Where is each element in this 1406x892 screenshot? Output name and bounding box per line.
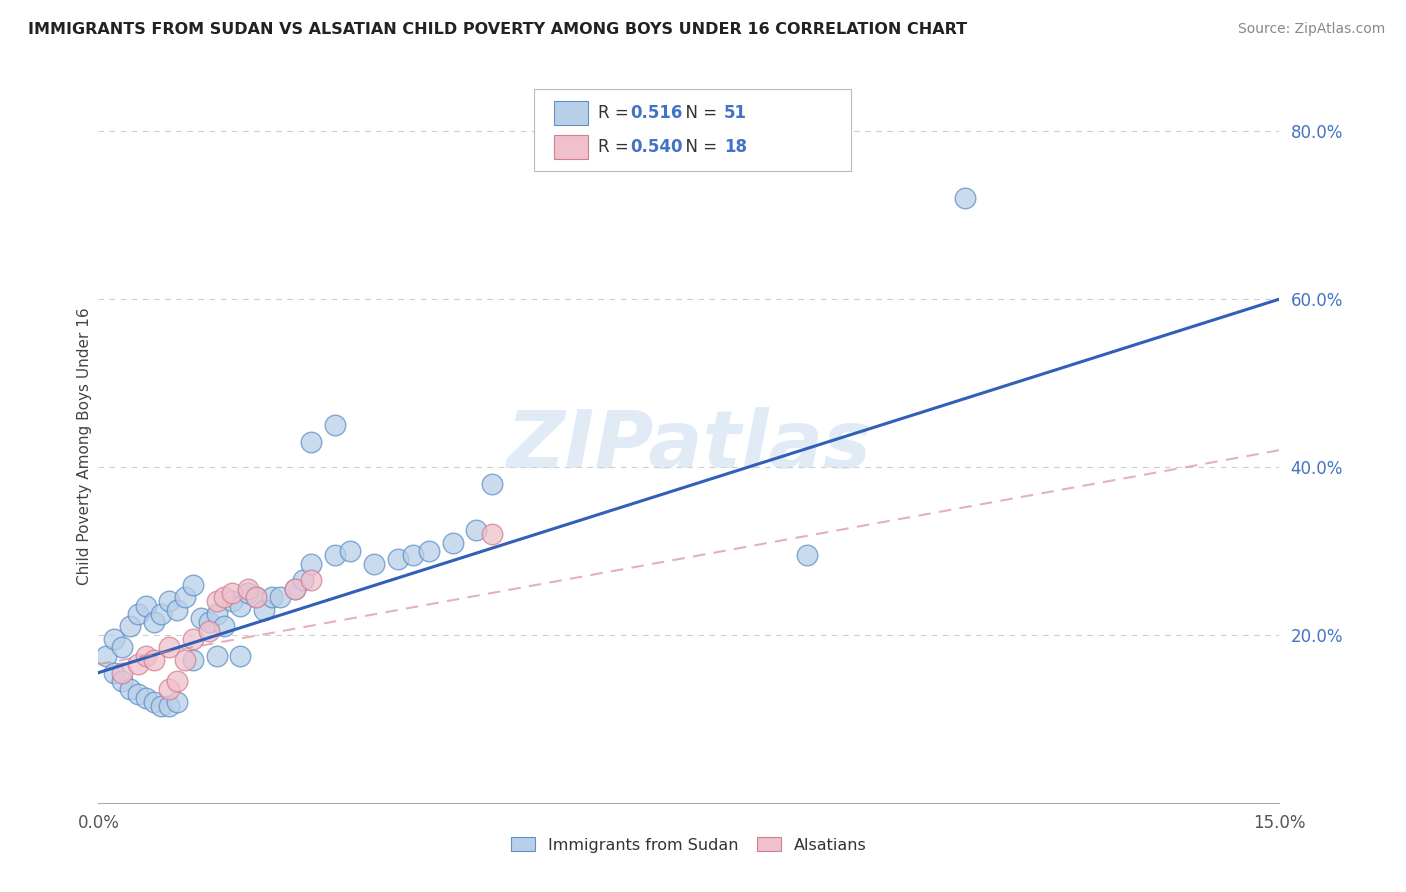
Point <box>229 648 252 663</box>
Point <box>363 557 385 571</box>
Point <box>284 582 307 596</box>
Point <box>465 523 488 537</box>
Point <box>142 695 165 709</box>
Point <box>260 590 283 604</box>
Point <box>221 586 243 600</box>
Text: 0.540: 0.540 <box>630 138 682 156</box>
Legend: Immigrants from Sudan, Alsatians: Immigrants from Sudan, Alsatians <box>505 830 873 859</box>
Point <box>174 653 197 667</box>
Text: ZIPatlas: ZIPatlas <box>506 407 872 485</box>
Point <box>214 619 236 633</box>
Point <box>111 674 134 689</box>
Text: IMMIGRANTS FROM SUDAN VS ALSATIAN CHILD POVERTY AMONG BOYS UNDER 16 CORRELATION : IMMIGRANTS FROM SUDAN VS ALSATIAN CHILD … <box>28 22 967 37</box>
Point <box>299 434 322 449</box>
Text: N =: N = <box>675 104 723 122</box>
Point <box>205 648 228 663</box>
Point <box>292 574 315 588</box>
Point <box>221 594 243 608</box>
Point <box>142 653 165 667</box>
Text: 0.516: 0.516 <box>630 104 682 122</box>
Point <box>387 552 409 566</box>
Point <box>166 603 188 617</box>
Point <box>339 544 361 558</box>
Point <box>481 527 503 541</box>
Point <box>181 653 204 667</box>
Point <box>142 615 165 630</box>
Point <box>103 632 125 646</box>
Point <box>135 690 157 705</box>
Point <box>953 191 976 205</box>
Point <box>127 607 149 621</box>
Point <box>236 586 259 600</box>
Point <box>127 657 149 672</box>
Point <box>150 607 173 621</box>
Text: 51: 51 <box>724 104 747 122</box>
Point <box>299 574 322 588</box>
Point <box>197 615 219 630</box>
Point <box>269 590 291 604</box>
Point <box>236 582 259 596</box>
Point <box>157 682 180 697</box>
Point <box>157 640 180 655</box>
Point <box>166 674 188 689</box>
Point <box>323 548 346 562</box>
Point <box>197 624 219 638</box>
Point <box>135 648 157 663</box>
Point <box>253 603 276 617</box>
Text: 18: 18 <box>724 138 747 156</box>
Point <box>166 695 188 709</box>
Point <box>118 682 141 697</box>
Point <box>111 665 134 680</box>
Text: R =: R = <box>598 138 634 156</box>
Point <box>323 417 346 432</box>
Point <box>157 699 180 714</box>
Text: R =: R = <box>598 104 634 122</box>
Point <box>135 599 157 613</box>
Point <box>127 687 149 701</box>
Point <box>118 619 141 633</box>
Point <box>174 590 197 604</box>
Point <box>441 535 464 549</box>
Point <box>150 699 173 714</box>
Y-axis label: Child Poverty Among Boys Under 16: Child Poverty Among Boys Under 16 <box>77 307 91 585</box>
Point <box>205 607 228 621</box>
Point <box>181 577 204 591</box>
Point <box>157 594 180 608</box>
Point <box>205 594 228 608</box>
Text: N =: N = <box>675 138 723 156</box>
Point <box>418 544 440 558</box>
Point <box>96 648 118 663</box>
Point <box>111 640 134 655</box>
Point <box>284 582 307 596</box>
Text: Source: ZipAtlas.com: Source: ZipAtlas.com <box>1237 22 1385 37</box>
Point <box>402 548 425 562</box>
Point <box>214 590 236 604</box>
Point <box>103 665 125 680</box>
Point <box>190 611 212 625</box>
Point <box>299 557 322 571</box>
Point <box>181 632 204 646</box>
Point <box>245 590 267 604</box>
Point <box>245 590 267 604</box>
Point <box>481 476 503 491</box>
Point <box>796 548 818 562</box>
Point <box>229 599 252 613</box>
